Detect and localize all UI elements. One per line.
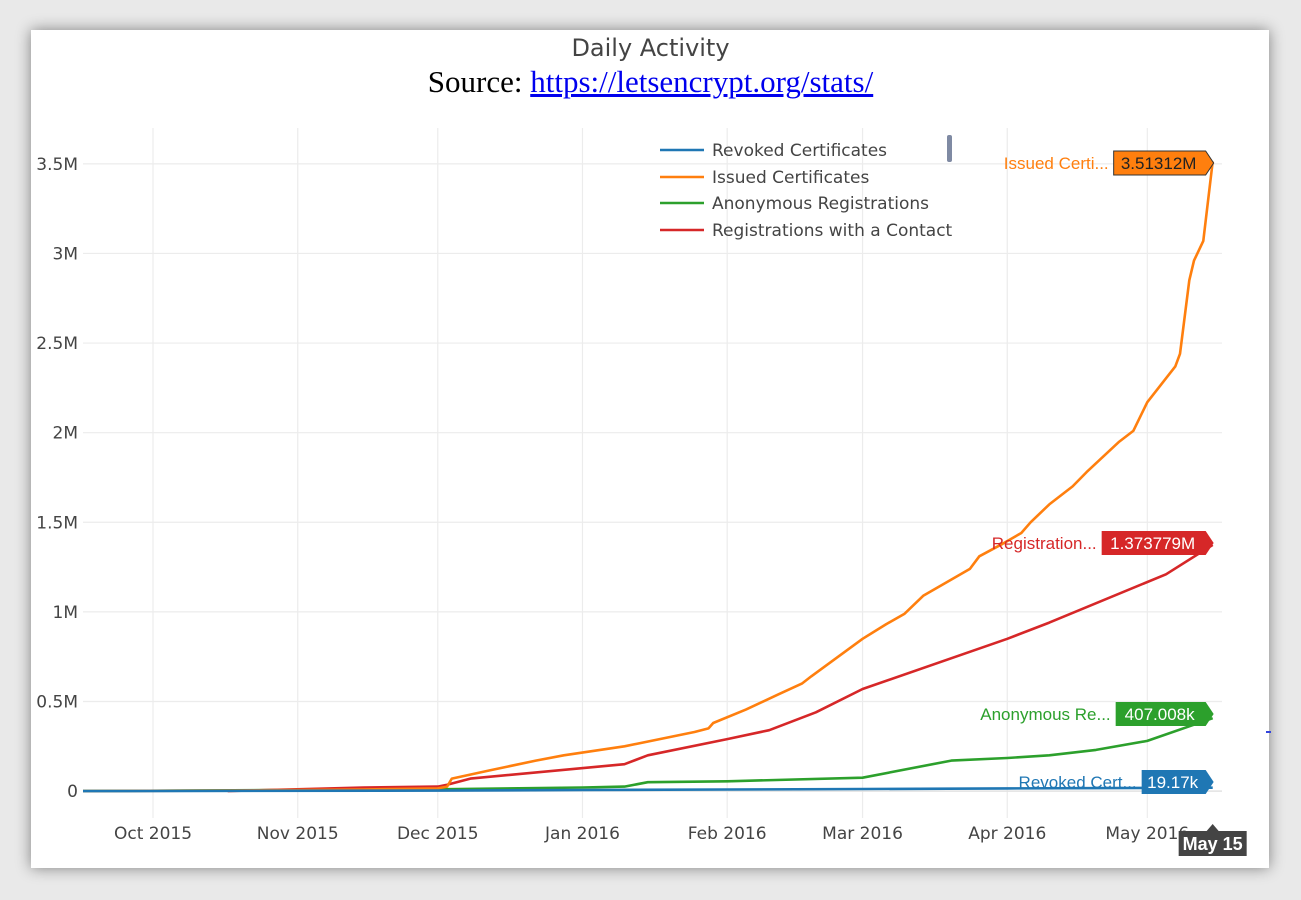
y-tick-label: 2.5M: [36, 334, 78, 354]
legend-label: Registrations with a Contact: [712, 221, 953, 241]
hover-date-text: May 15: [1183, 834, 1243, 854]
hover-value-box: [1141, 770, 1214, 794]
hover-label: 19.17k Revoked Cert...: [1019, 770, 1214, 794]
hover-series-name: Anonymous Re...: [980, 705, 1110, 724]
legend-scrollbar: [947, 135, 952, 162]
legend-label: Issued Certificates: [712, 168, 869, 188]
chart-card: [31, 30, 1269, 868]
hover-value-text: 407.008k: [1125, 705, 1195, 724]
y-tick-label: 1M: [53, 603, 78, 623]
legend-label: Anonymous Registrations: [712, 194, 929, 214]
x-tick-label: Oct 2015: [114, 824, 192, 844]
source-link[interactable]: https://letsencrypt.org/stats/: [530, 64, 874, 99]
x-tick-label: Nov 2015: [257, 824, 339, 844]
series-line: [227, 543, 1214, 793]
hover-date-box: [1178, 824, 1247, 856]
hover-label: 3.51312M Issued Certi...: [1004, 150, 1215, 176]
legend-label: Revoked Certificates: [712, 141, 887, 161]
hover-value-box: [1115, 702, 1214, 726]
x-tick-label: May 2016: [1105, 824, 1189, 844]
legend: Revoked Certificates Issued Certificates A…: [660, 141, 953, 241]
hover-series-name: Issued Certi...: [1004, 154, 1109, 173]
hover-value-text: 1.373779M: [1110, 534, 1195, 553]
hover-series-name: Registration...: [992, 534, 1097, 553]
hover-date-label: May 15: [1178, 824, 1247, 856]
x-tick-label: Mar 2016: [822, 824, 903, 844]
y-tick-label: 1.5M: [36, 513, 78, 533]
hover-label: 1.373779M Registration...: [992, 531, 1214, 555]
series-line: [82, 786, 1213, 793]
series-line: [82, 716, 1214, 793]
hover-value-text: 19.17k: [1147, 773, 1199, 792]
hover-value-text: 3.51312M: [1121, 154, 1197, 173]
hover-value-box: [1101, 531, 1214, 555]
x-tick-label: Apr 2016: [968, 824, 1046, 844]
chart-title: Daily Activity: [571, 34, 730, 62]
y-tick-label: 0: [67, 782, 78, 802]
series-line: [82, 161, 1214, 793]
x-tick-label: Jan 2016: [544, 824, 620, 844]
y-tick-label: 3.5M: [36, 155, 78, 175]
hover-value-box: [1113, 150, 1215, 176]
hover-series-name: Revoked Cert...: [1019, 773, 1137, 792]
x-tick-label: Feb 2016: [688, 824, 767, 844]
y-tick-label: 3M: [53, 244, 78, 264]
y-tick-label: 0.5M: [36, 693, 78, 713]
x-tick-label: Dec 2015: [397, 824, 479, 844]
hover-label: 407.008k Anonymous Re...: [980, 702, 1214, 726]
subtitle-prefix: Source:: [427, 64, 531, 99]
chart-subtitle: Source: https://letsencrypt.org/stats/: [0, 64, 1301, 100]
y-tick-label: 2M: [53, 424, 78, 444]
